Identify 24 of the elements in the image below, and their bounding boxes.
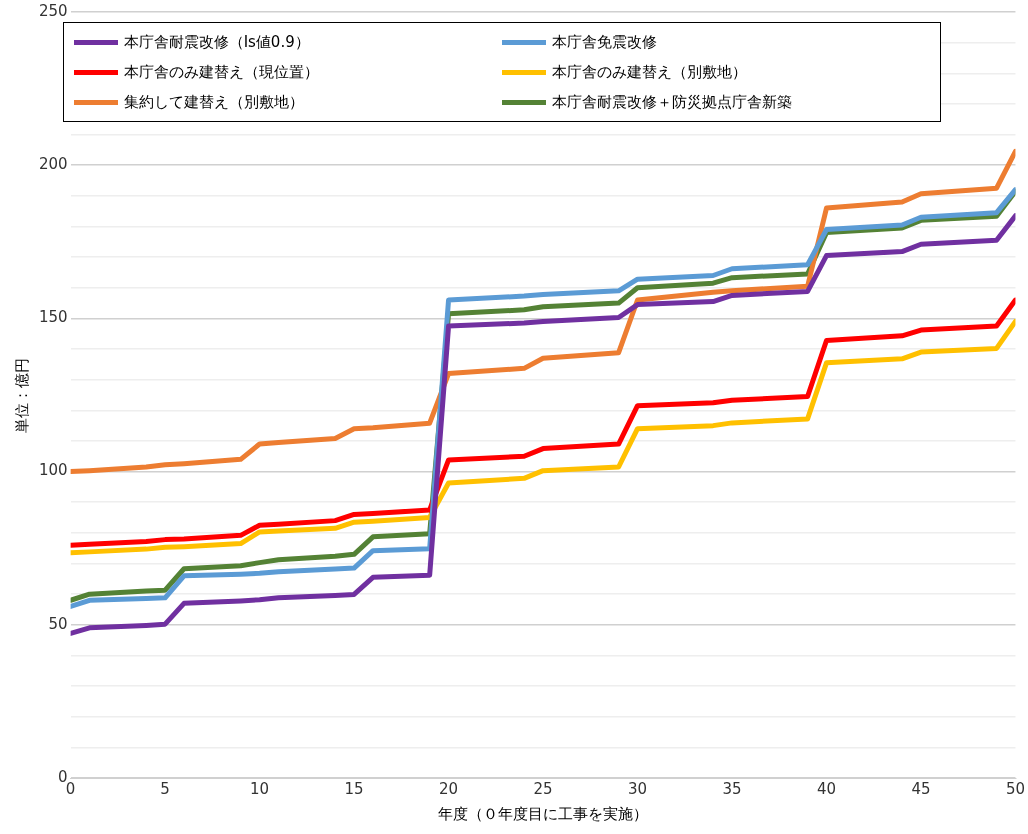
y-tick-label: 200 <box>38 155 68 174</box>
legend-label: 本庁舎耐震改修＋防災拠点庁舎新築 <box>551 92 792 112</box>
x-axis-title: 年度（０年度目に工事を実施） <box>438 804 649 823</box>
legend-label: 本庁舎耐震改修（Is値0.9） <box>123 32 310 52</box>
x-tick-label: 15 <box>344 779 364 798</box>
x-tick-label: 30 <box>627 779 648 798</box>
y-tick-label: 50 <box>48 614 68 633</box>
x-tick-label: 5 <box>160 779 170 798</box>
y-tick-label: 150 <box>38 308 68 327</box>
y-tick-label: 100 <box>38 461 68 480</box>
y-axis-title: 単位：億円 <box>12 357 31 433</box>
x-tick-label: 25 <box>533 779 553 798</box>
x-tick-label: 50 <box>1005 779 1025 798</box>
y-tick-label: 0 <box>58 767 68 786</box>
legend-label: 集約して建替え（別敷地） <box>123 92 304 112</box>
x-tick-label: 35 <box>722 779 742 798</box>
x-tick-label: 20 <box>439 779 459 798</box>
y-tick-label: 250 <box>38 1 68 20</box>
x-tick-label: 10 <box>250 779 270 798</box>
legend-label: 本庁舎免震改修 <box>551 32 657 52</box>
legend-label: 本庁舎のみ建替え（現位置） <box>123 62 319 82</box>
x-tick-label: 40 <box>816 779 837 798</box>
legend-label: 本庁舎のみ建替え（別敷地） <box>551 62 747 82</box>
x-tick-label: 45 <box>911 779 931 798</box>
